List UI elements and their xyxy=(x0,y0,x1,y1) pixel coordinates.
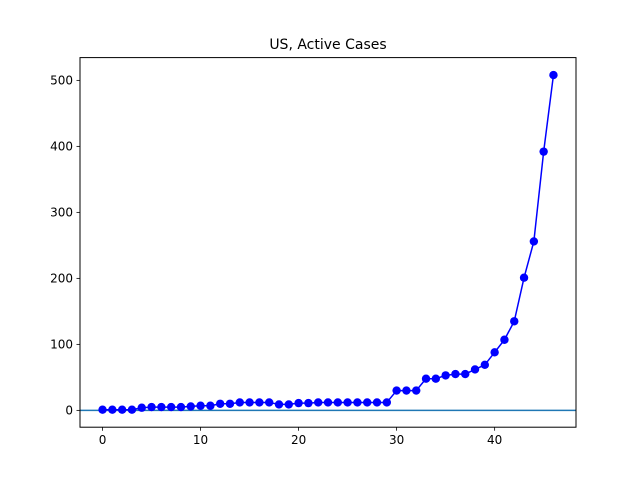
y-axis: 0 100 200 300 400 500 xyxy=(50,74,80,418)
chart-title: US, Active Cases xyxy=(269,37,386,53)
data-point xyxy=(206,401,215,410)
x-tick-label: 30 xyxy=(389,433,404,447)
data-point xyxy=(304,398,313,408)
x-axis: 0 10 20 30 40 xyxy=(99,427,502,447)
data-point xyxy=(117,405,127,414)
data-point xyxy=(215,399,225,408)
plot-frame xyxy=(79,57,577,428)
data-point xyxy=(274,400,284,409)
data-point xyxy=(294,398,303,408)
x-tick-label: 10 xyxy=(193,433,208,447)
y-tick-label: 500 xyxy=(50,74,73,88)
data-point xyxy=(264,398,274,407)
x-tick-label: 20 xyxy=(291,433,306,447)
data-point xyxy=(176,402,186,412)
data-point xyxy=(490,348,499,357)
series-group xyxy=(98,70,558,414)
data-point xyxy=(549,70,558,80)
data-point xyxy=(363,398,372,407)
data-point xyxy=(431,374,441,383)
x-tick-label: 0 xyxy=(99,433,107,447)
data-point xyxy=(245,398,254,407)
data-point xyxy=(529,237,539,246)
data-point xyxy=(372,398,382,407)
y-tick-label: 100 xyxy=(50,338,73,352)
data-point xyxy=(421,374,431,383)
data-point xyxy=(166,402,176,412)
data-point xyxy=(402,386,411,395)
data-point xyxy=(480,360,490,370)
data-point xyxy=(157,402,166,412)
data-point xyxy=(519,273,529,282)
data-point xyxy=(255,398,264,407)
data-point xyxy=(186,402,195,411)
data-point xyxy=(225,399,235,408)
data-point xyxy=(147,402,156,412)
data-point xyxy=(500,335,509,344)
data-point xyxy=(343,398,352,407)
y-tick-label: 400 xyxy=(50,140,73,154)
data-point xyxy=(108,405,117,414)
y-tick-label: 300 xyxy=(50,206,73,220)
data-point xyxy=(412,386,421,395)
data-point xyxy=(323,398,333,407)
data-point xyxy=(196,401,205,410)
data-point xyxy=(510,317,519,326)
data-point xyxy=(441,371,450,380)
data-point xyxy=(137,403,146,412)
data-point xyxy=(451,369,460,379)
data-point xyxy=(284,400,293,409)
data-point xyxy=(127,405,137,414)
data-point xyxy=(461,369,470,379)
data-point xyxy=(313,398,323,407)
data-point xyxy=(470,365,480,374)
data-point xyxy=(235,398,244,407)
data-point xyxy=(539,147,548,156)
y-tick-label: 0 xyxy=(65,404,73,418)
data-point xyxy=(98,405,107,414)
data-point xyxy=(392,386,401,395)
y-tick-label: 200 xyxy=(50,272,73,286)
data-point xyxy=(333,398,343,407)
data-point xyxy=(382,398,392,407)
x-tick-label: 40 xyxy=(487,433,502,447)
data-point xyxy=(353,398,362,407)
